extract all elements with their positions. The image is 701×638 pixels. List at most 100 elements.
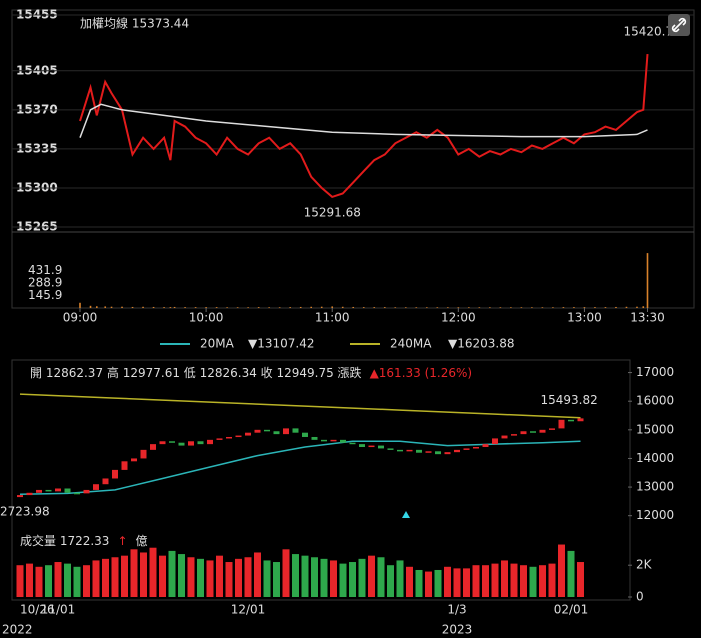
volume-bar — [26, 563, 33, 597]
volume-bar — [102, 558, 109, 597]
volume-bar — [541, 307, 544, 308]
volume-bar — [573, 307, 575, 308]
candle-body — [539, 429, 546, 433]
volume-bar — [289, 307, 291, 308]
volume-tick-label: 0 — [636, 590, 644, 604]
volume-unit: 億 — [136, 534, 148, 548]
volume-bar — [163, 307, 165, 308]
volume-bar — [197, 558, 204, 597]
volume-bar — [216, 555, 223, 597]
volume-bar — [404, 307, 407, 308]
volume-bar — [510, 307, 512, 308]
volume-bar — [152, 306, 155, 308]
volume-bar — [131, 306, 134, 308]
volume-bar — [615, 306, 617, 308]
volume-bar — [415, 569, 423, 597]
x-tick-label: 12:00 — [441, 311, 476, 325]
candle-body — [55, 488, 61, 492]
volume-tick-label: 2K — [636, 558, 653, 572]
volume-bar — [187, 557, 195, 597]
candle-body — [264, 429, 270, 432]
volume-bar — [531, 307, 533, 308]
volume-bar — [215, 307, 218, 308]
y-tick-label: 12000 — [636, 508, 674, 522]
volume-bar — [558, 544, 565, 597]
price-line — [79, 103, 648, 138]
volume-bar — [362, 307, 365, 308]
volume-bar — [320, 558, 328, 597]
candle-body — [549, 428, 555, 430]
candle-body — [444, 452, 451, 455]
volume-bar — [301, 555, 309, 597]
candle-body — [340, 439, 346, 443]
volume-bar — [539, 565, 546, 597]
candle-body — [235, 435, 242, 438]
volume-bar — [254, 552, 261, 597]
x-tick-label: 1/3 — [447, 603, 466, 617]
candle-body — [178, 442, 185, 446]
volume-bar — [646, 253, 649, 308]
volume-bar — [178, 554, 185, 597]
volume-bar — [394, 307, 397, 308]
candle-body — [45, 489, 52, 492]
link-icon[interactable] — [668, 14, 690, 36]
volume-bar — [368, 555, 375, 597]
volume-bar — [205, 307, 207, 308]
volume-bar — [236, 307, 239, 308]
volume-bar — [121, 555, 128, 597]
volume-bar — [64, 563, 71, 597]
candle-body — [131, 458, 137, 462]
candle-body — [387, 448, 394, 450]
volume-bar — [273, 562, 280, 597]
ohlc-values: 開 12862.37 高 12977.61 低 12826.34 收 12949… — [30, 365, 362, 380]
signal-marker — [402, 511, 410, 518]
candle-body — [349, 442, 356, 445]
volume-bar — [168, 550, 176, 597]
candle-body — [378, 445, 384, 449]
candle-body — [406, 449, 413, 452]
candle-body — [454, 449, 460, 453]
volume-bar — [444, 566, 451, 597]
volume-tick-label: 288.9 — [28, 275, 62, 289]
volume-bar — [447, 307, 449, 308]
volume-bar — [501, 560, 508, 597]
price-line — [79, 54, 649, 199]
volume-bar — [426, 307, 428, 308]
x-tick-label: 13:30 — [630, 311, 665, 325]
x-tick-label: 11/01 — [41, 603, 76, 617]
volume-bar — [457, 307, 460, 308]
volume-bar — [96, 306, 98, 308]
volume-bar — [339, 563, 347, 597]
volume-bar — [478, 307, 481, 308]
candle-body — [292, 428, 299, 433]
volume-bar — [225, 562, 233, 597]
volume-bar — [552, 307, 554, 308]
volume-bar — [142, 306, 144, 308]
volume-tick-label: 431.9 — [28, 263, 62, 277]
candle-body — [74, 492, 80, 495]
candle-body — [83, 489, 90, 494]
legend-value: ▼13107.42 — [248, 337, 315, 351]
volume-bar — [257, 307, 260, 308]
candle-body — [64, 488, 71, 493]
candle-body — [397, 449, 403, 452]
x-tick-label: 11:00 — [315, 311, 350, 325]
volume-bar — [292, 554, 299, 597]
candle-body — [26, 492, 33, 496]
candle-body — [188, 441, 194, 446]
volume-bar — [577, 562, 584, 597]
candle-body — [140, 449, 147, 459]
volume-bar — [73, 566, 81, 597]
volume-bar — [436, 307, 439, 308]
volume-bar — [310, 306, 312, 308]
volume-bar — [83, 565, 90, 597]
candle-body — [216, 438, 223, 440]
legend-value: ▼16203.88 — [448, 337, 515, 351]
year-label: 2023 — [442, 623, 473, 637]
volume-bar — [529, 566, 537, 597]
y-tick-label: 16000 — [636, 394, 674, 408]
candle-body — [207, 439, 213, 445]
ma-line — [19, 393, 581, 419]
volume-bar — [331, 306, 334, 308]
